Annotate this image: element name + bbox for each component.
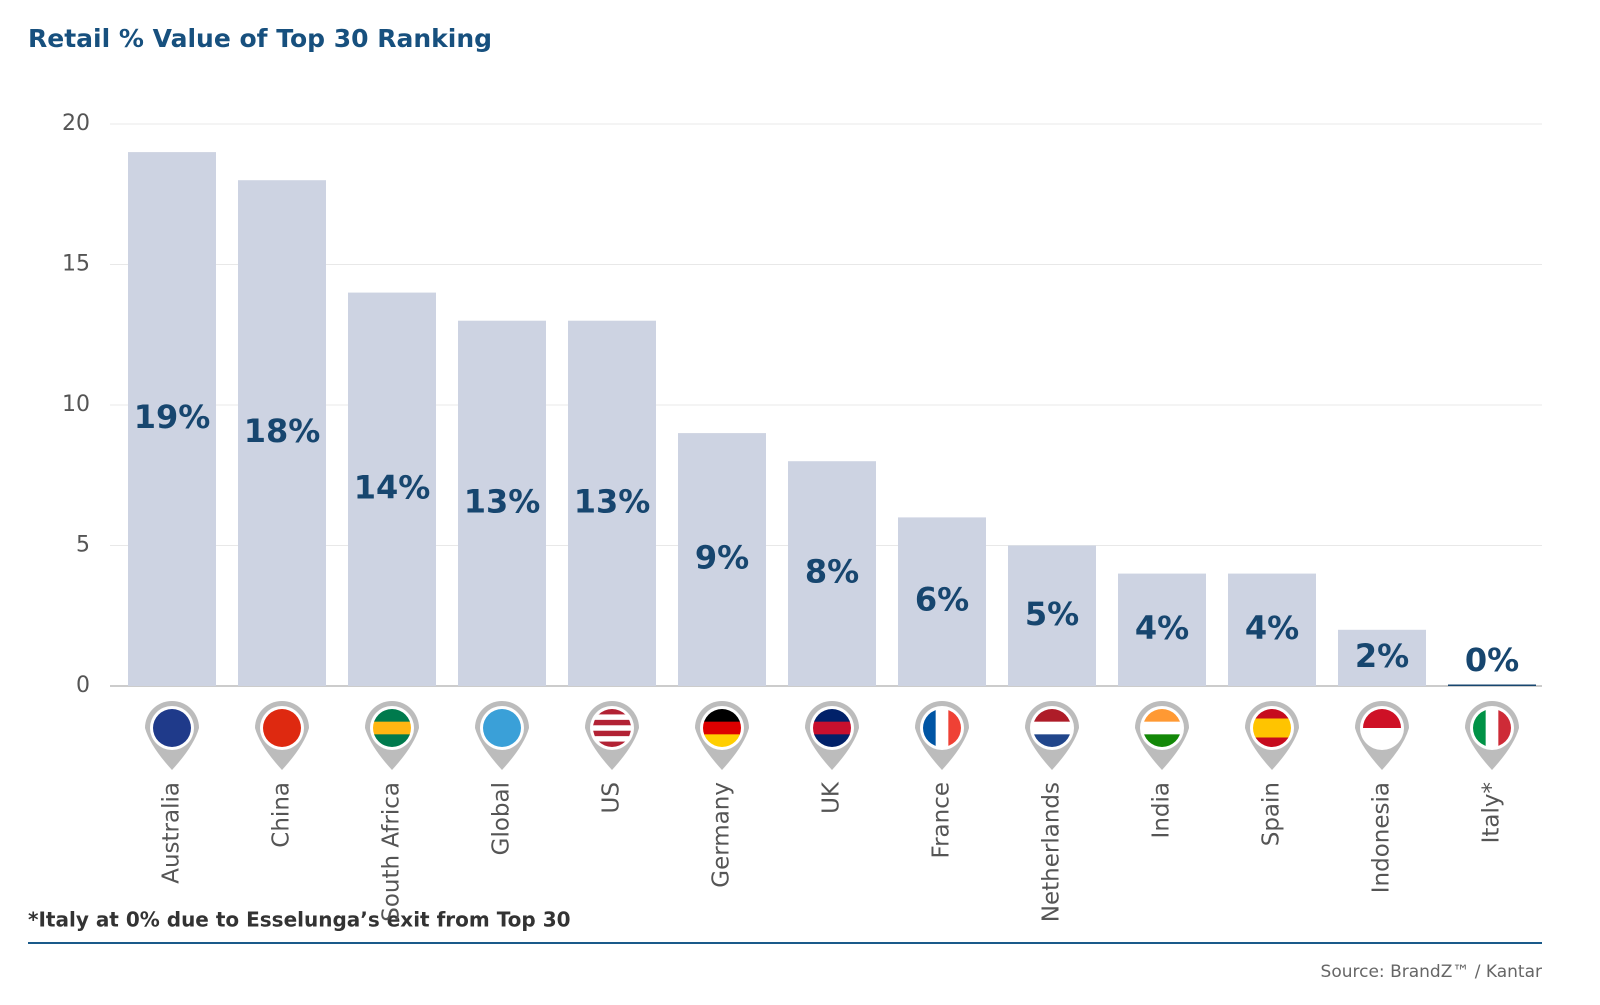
flag-stripe [1363, 709, 1401, 729]
flag-stripe [593, 725, 631, 732]
flag [1253, 709, 1291, 747]
y-tick-label: 15 [62, 252, 90, 277]
flag-stripe [593, 736, 631, 743]
y-tick-label: 20 [62, 111, 90, 136]
flag-stripe [935, 709, 949, 747]
bar [1008, 545, 1096, 686]
x-tick-label: South Africa [379, 782, 405, 922]
value-label: 18% [244, 412, 321, 450]
flag-stripe [703, 721, 741, 735]
source: Source: BrandZ™ / Kantar [1321, 962, 1542, 982]
flag-stripe [373, 734, 411, 747]
flag-stripe [593, 719, 631, 726]
x-tick-label: Italy* [1479, 782, 1505, 843]
value-label: 2% [1355, 637, 1409, 675]
x-tick-label: Germany [709, 782, 735, 888]
flag-stripe [1498, 709, 1511, 747]
value-label: 14% [354, 468, 431, 506]
value-label: 0% [1465, 641, 1519, 679]
flag-stripe [593, 730, 631, 737]
flag [593, 709, 631, 747]
flag-stripe [703, 709, 741, 723]
flag-stripe [593, 714, 631, 721]
footnote: *Italy at 0% due to Esselunga’s exit fro… [28, 908, 571, 932]
bar [238, 180, 326, 686]
bar [898, 517, 986, 686]
flag-stripe [1033, 709, 1071, 723]
x-tick-label: India [1149, 782, 1175, 838]
bar [1338, 629, 1426, 686]
x-tick-label: Indonesia [1369, 782, 1395, 893]
flag-stripe [373, 721, 411, 735]
flag [153, 709, 191, 747]
value-label: 19% [134, 398, 211, 436]
x-tick-label: Global [489, 782, 515, 855]
flag-stripe [593, 741, 631, 747]
bar [1228, 573, 1316, 686]
value-label: 8% [805, 553, 859, 591]
bar [128, 152, 216, 687]
flag [1363, 709, 1401, 747]
flag-stripe [923, 709, 937, 747]
flag-stripe [813, 721, 851, 735]
chart-title: Retail % Value of Top 30 Ranking [28, 24, 492, 53]
flag [373, 709, 411, 747]
value-label: 4% [1245, 609, 1299, 647]
bar [678, 433, 766, 686]
x-tick-label: Netherlands [1039, 782, 1065, 922]
flag-stripe [1143, 709, 1181, 723]
value-label: 5% [1025, 595, 1079, 633]
flag [1143, 709, 1181, 747]
flag-stripe [1033, 721, 1071, 735]
flag-stripe [593, 709, 631, 715]
value-label: 13% [464, 482, 541, 520]
x-tick-label: Spain [1259, 782, 1285, 846]
y-tick-label: 5 [76, 533, 90, 558]
value-label: 13% [574, 482, 651, 520]
flag-stripe [263, 709, 301, 747]
flag-stripe [153, 709, 191, 747]
y-tick-label: 10 [62, 392, 90, 417]
bar [568, 320, 656, 686]
flag [813, 709, 851, 747]
flag-stripe [1253, 737, 1291, 747]
flag [483, 709, 521, 747]
flag-stripe [1363, 728, 1401, 747]
flag [1033, 709, 1071, 747]
flag-stripe [1473, 709, 1487, 747]
value-label: 6% [915, 581, 969, 619]
flag-stripe [1143, 721, 1181, 735]
flag-stripe [948, 709, 961, 747]
bar [788, 461, 876, 686]
flag-stripe [373, 709, 411, 723]
x-tick-label: China [269, 782, 295, 848]
flag [703, 709, 741, 747]
flag-stripe [703, 734, 741, 747]
value-label: 9% [695, 539, 749, 577]
bar [348, 292, 436, 686]
flag-stripe [813, 709, 851, 723]
flag [263, 709, 301, 747]
flag [923, 709, 961, 747]
flag-stripe [1485, 709, 1499, 747]
y-tick-label: 0 [76, 673, 90, 698]
value-label: 4% [1135, 609, 1189, 647]
x-tick-label: France [929, 782, 955, 858]
bar [1118, 573, 1206, 686]
x-tick-label: UK [819, 781, 845, 814]
flag-stripe [1253, 718, 1291, 729]
bar [1448, 684, 1536, 686]
flag [1473, 709, 1511, 747]
x-tick-label: Australia [159, 782, 185, 884]
flag-stripe [483, 709, 521, 747]
flag-stripe [1253, 709, 1291, 719]
flag-stripe [1143, 734, 1181, 747]
flag-stripe [813, 734, 851, 747]
bar [458, 320, 546, 686]
flag-stripe [1033, 734, 1071, 747]
x-tick-label: US [599, 782, 625, 813]
flag-stripe [1253, 728, 1291, 738]
